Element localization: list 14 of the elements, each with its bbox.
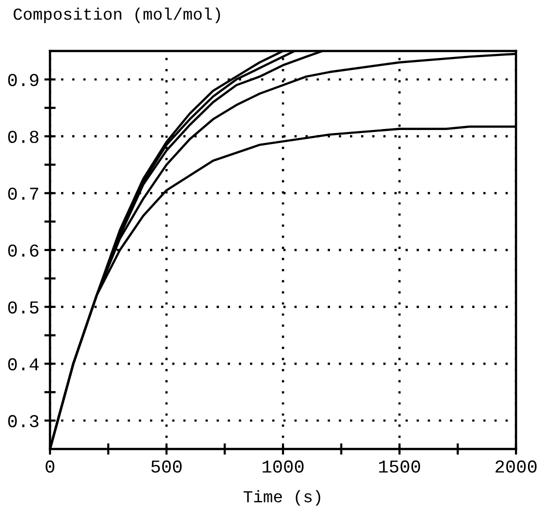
y-tick-label: 0.6 [8, 244, 38, 257]
x-axis-title: Time (s) [244, 490, 320, 506]
y-tick-label: 0.3 [8, 415, 38, 428]
y-tick-label: 0.8 [8, 130, 38, 144]
x-tick-label: 2000 [496, 460, 537, 473]
y-tick-label: 0.5 [8, 301, 38, 314]
x-tick-label: 0 [46, 460, 54, 473]
x-tick-label: 500 [151, 460, 182, 473]
y-axis-title: Composition (mol/mol) [14, 8, 220, 24]
y-tick-label: 0.9 [8, 74, 38, 86]
y-tick-label: 0.7 [8, 188, 38, 200]
x-tick-label: 1500 [379, 460, 420, 473]
y-tick-label: 0.4 [8, 358, 39, 370]
x-tick-label: 1000 [262, 460, 304, 473]
